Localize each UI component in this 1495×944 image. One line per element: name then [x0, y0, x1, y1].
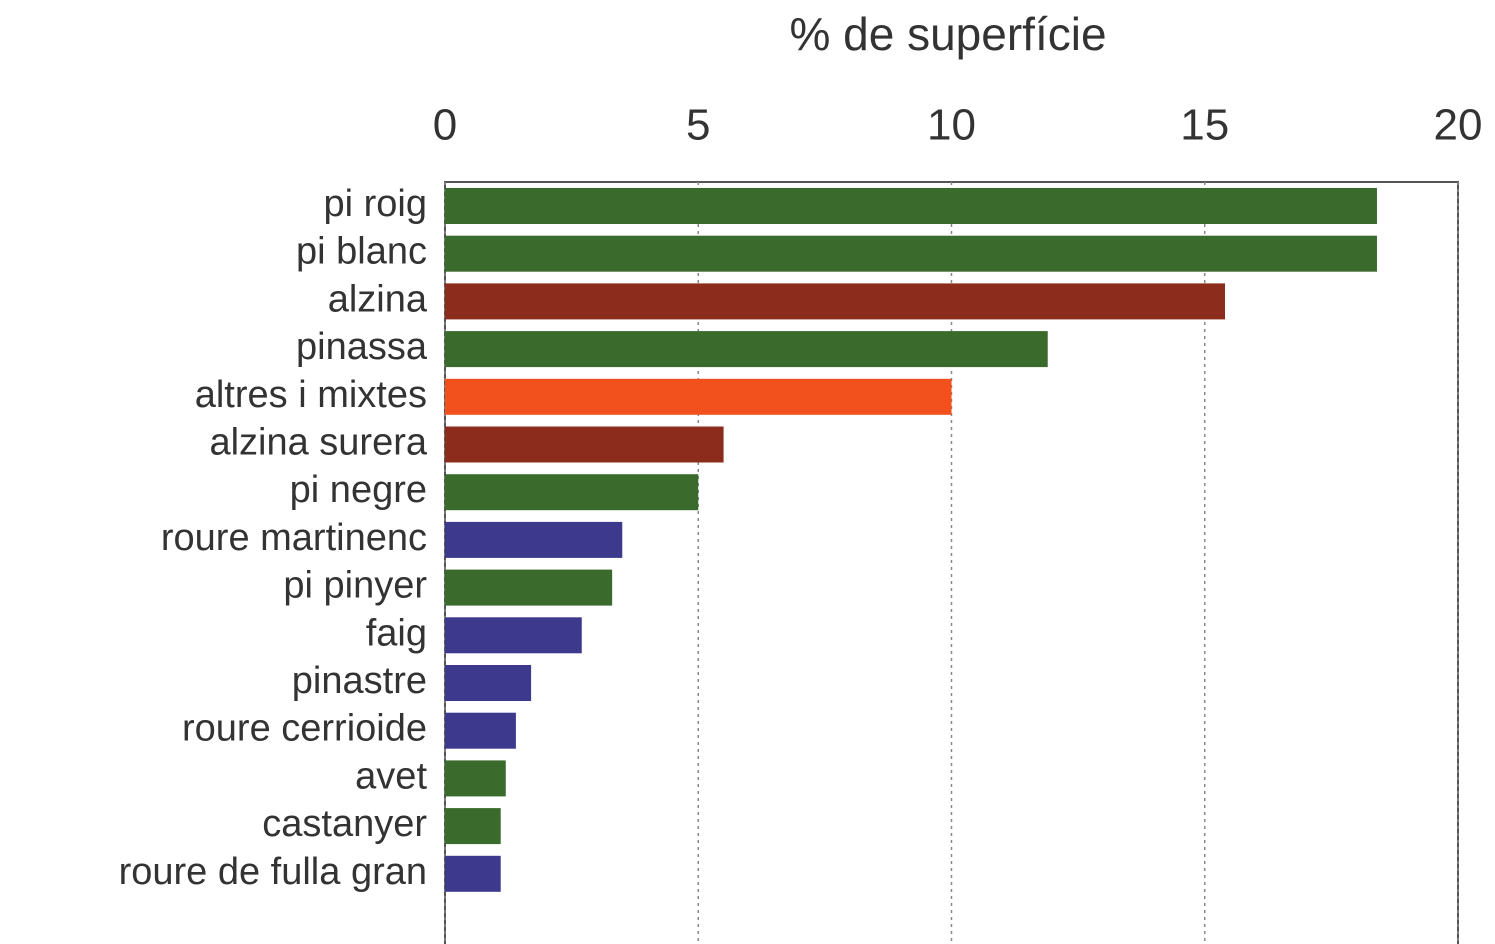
bar — [445, 235, 1377, 272]
y-tick-label: pi pinyer — [283, 565, 427, 607]
y-tick-label: pinastre — [292, 660, 427, 702]
x-tick-label: 0 — [433, 101, 457, 150]
y-tick-label: alzina surera — [209, 422, 427, 464]
y-tick-label: pinassa — [296, 326, 428, 368]
bar — [445, 808, 501, 845]
y-tick-label: pi blanc — [296, 231, 427, 273]
y-tick-label: roure cerrioide — [182, 708, 427, 750]
y-tick-label: avet — [355, 755, 427, 797]
y-tick-label: castanyer — [262, 803, 427, 845]
bar — [445, 331, 1048, 368]
bar — [445, 665, 532, 701]
bar — [445, 426, 724, 463]
bar — [445, 855, 501, 892]
bar — [445, 760, 506, 797]
y-tick-label: faig — [366, 612, 427, 654]
x-tick-label: 5 — [686, 101, 710, 150]
bar — [445, 283, 1226, 320]
x-tick-label: 20 — [1434, 101, 1483, 150]
x-tick-label: 10 — [927, 101, 976, 150]
bar — [445, 474, 699, 511]
x-tick-label: 15 — [1180, 101, 1229, 150]
y-tick-label: altres i mixtes — [195, 374, 427, 416]
bar — [445, 617, 582, 654]
y-tick-label: roure de fulla gran — [119, 851, 427, 893]
bar — [445, 378, 952, 415]
bar — [445, 188, 1377, 224]
y-tick-label: alzina — [328, 278, 428, 320]
bar — [445, 569, 613, 606]
y-tick-label: pi negre — [290, 469, 427, 511]
bar — [445, 712, 516, 749]
y-tick-label: pi roig — [324, 183, 428, 225]
chart-title: % de superfície — [789, 8, 1106, 60]
y-tick-label: roure martinenc — [161, 517, 427, 559]
bar — [445, 521, 623, 558]
